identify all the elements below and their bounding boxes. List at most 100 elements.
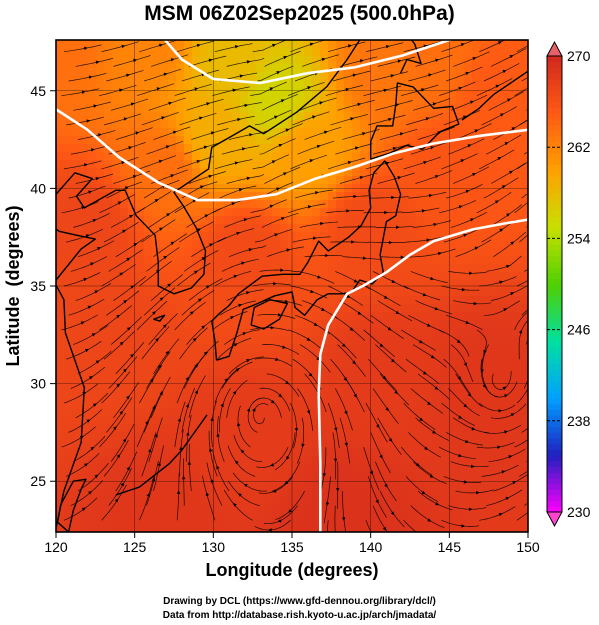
field-cell xyxy=(488,304,497,313)
field-cell xyxy=(176,152,185,161)
field-cell xyxy=(496,328,505,337)
field-cell xyxy=(440,408,449,417)
field-cell xyxy=(72,56,81,65)
field-cell xyxy=(304,48,313,57)
field-cell xyxy=(248,400,257,409)
field-cell xyxy=(128,416,137,425)
field-cell xyxy=(416,488,425,497)
field-cell xyxy=(504,232,513,241)
field-cell xyxy=(336,520,345,529)
streamline-arrowhead xyxy=(246,358,251,363)
field-cell xyxy=(120,144,129,153)
field-cell xyxy=(240,416,249,425)
field-cell xyxy=(384,40,393,49)
field-cell xyxy=(128,168,137,177)
field-cell xyxy=(64,472,73,481)
field-cell xyxy=(176,504,185,513)
field-cell xyxy=(416,296,425,305)
field-cell xyxy=(520,496,528,505)
field-cell xyxy=(112,96,121,105)
field-cell xyxy=(280,48,289,57)
field-cell xyxy=(224,48,233,57)
streamline xyxy=(330,114,368,126)
streamline-arrowhead xyxy=(116,454,121,459)
field-cell xyxy=(496,112,505,121)
field-cell xyxy=(464,64,473,73)
field-cell xyxy=(88,248,97,257)
field-cell xyxy=(392,312,401,321)
field-cell xyxy=(208,232,217,241)
field-cell xyxy=(144,72,153,81)
field-cell xyxy=(128,368,137,377)
field-cell xyxy=(520,464,528,473)
field-cell xyxy=(456,392,465,401)
field-cell xyxy=(520,408,528,417)
field-cell xyxy=(456,80,465,89)
field-cell xyxy=(472,256,481,265)
field-cell xyxy=(312,472,321,481)
field-cell xyxy=(424,336,433,345)
field-cell xyxy=(384,144,393,153)
field-cell xyxy=(344,144,353,153)
streamline xyxy=(259,387,291,412)
field-cell xyxy=(64,256,73,265)
field-cell xyxy=(56,480,65,489)
field-cell xyxy=(512,48,521,57)
streamline-arrowhead xyxy=(158,43,163,48)
field-cell xyxy=(224,432,233,441)
field-cell xyxy=(184,104,193,113)
field-cell xyxy=(200,224,209,233)
field-cell xyxy=(104,216,113,225)
field-cell xyxy=(328,256,337,265)
field-cell xyxy=(344,376,353,385)
streamline-arrowhead xyxy=(170,241,175,246)
field-cell xyxy=(480,296,489,305)
field-cell xyxy=(440,200,449,209)
streamline xyxy=(177,40,215,53)
field-cell xyxy=(184,432,193,441)
field-cell xyxy=(296,304,305,313)
field-cell xyxy=(424,480,433,489)
field-cell xyxy=(352,320,361,329)
field-cell xyxy=(488,64,497,73)
streamline-arrowhead xyxy=(430,146,435,150)
field-cell xyxy=(512,344,521,353)
field-cell xyxy=(104,136,113,145)
field-cell xyxy=(344,120,353,129)
field-cell xyxy=(352,104,361,113)
field-cell xyxy=(328,296,337,305)
field-cell xyxy=(336,432,345,441)
field-cell xyxy=(248,392,257,401)
field-cell xyxy=(344,408,353,417)
field-cell xyxy=(248,480,257,489)
field-cell xyxy=(384,304,393,313)
field-cell xyxy=(320,72,329,81)
field-cell xyxy=(496,176,505,185)
field-cell xyxy=(256,368,265,377)
field-cell xyxy=(104,248,113,257)
streamline-arrowhead xyxy=(126,257,131,262)
field-cell xyxy=(320,88,329,97)
streamline-arrowhead xyxy=(97,247,102,251)
field-cell xyxy=(456,240,465,249)
colorbar-segment xyxy=(547,466,562,473)
field-cell xyxy=(416,440,425,449)
streamline-arrowhead xyxy=(428,73,433,77)
field-cell xyxy=(304,416,313,425)
field-cell xyxy=(432,528,441,532)
streamline xyxy=(262,344,300,355)
field-cell xyxy=(344,264,353,273)
field-cell xyxy=(448,496,457,505)
field-cell xyxy=(96,304,105,313)
field-cell xyxy=(232,424,241,433)
streamline-arrowhead xyxy=(205,492,210,497)
streamline xyxy=(110,316,143,345)
field-cell xyxy=(344,272,353,281)
field-cell xyxy=(472,312,481,321)
field-cell xyxy=(264,424,273,433)
field-cell xyxy=(464,488,473,497)
field-cell xyxy=(440,56,449,65)
field-cell xyxy=(120,128,129,137)
field-cell xyxy=(320,400,329,409)
field-cell xyxy=(368,304,377,313)
